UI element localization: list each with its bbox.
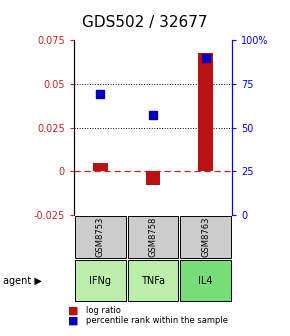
Text: agent ▶: agent ▶: [3, 276, 42, 286]
Text: percentile rank within the sample: percentile rank within the sample: [86, 317, 228, 325]
Text: log ratio: log ratio: [86, 306, 120, 315]
Text: GSM8753: GSM8753: [96, 217, 105, 257]
Point: [203, 55, 208, 60]
Text: GSM8763: GSM8763: [201, 217, 210, 257]
Point: [151, 113, 155, 118]
Text: GDS502 / 32677: GDS502 / 32677: [82, 15, 208, 30]
Text: ■: ■: [68, 306, 79, 316]
Text: TNFa: TNFa: [141, 276, 165, 286]
Text: IL4: IL4: [198, 276, 213, 286]
Bar: [93, 163, 108, 171]
Text: ■: ■: [68, 316, 79, 326]
Bar: [146, 171, 160, 185]
Bar: [198, 52, 213, 171]
Point: [98, 92, 103, 97]
Text: IFNg: IFNg: [89, 276, 111, 286]
Text: GSM8758: GSM8758: [148, 217, 157, 257]
